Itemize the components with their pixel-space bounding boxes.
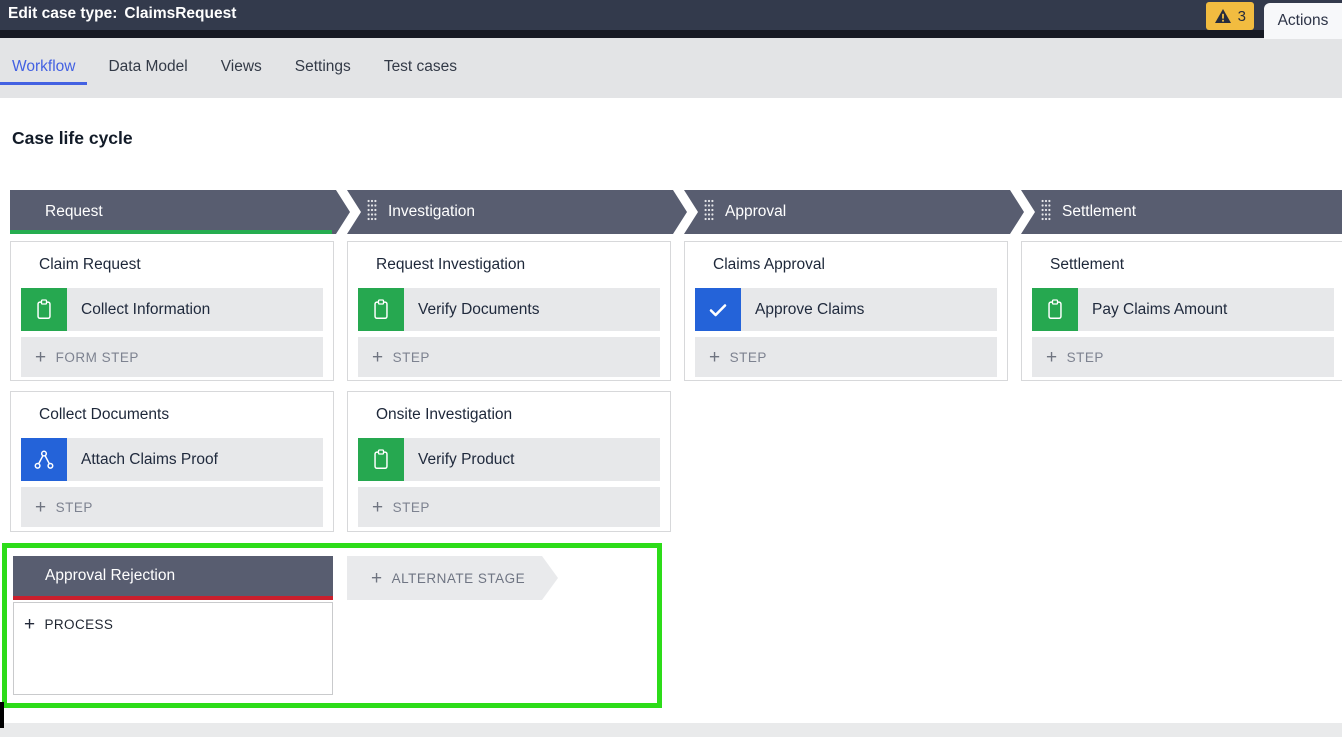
cursor-artifact [0,702,4,728]
case-type-name: ClaimsRequest [124,5,237,22]
edit-case-type-label: Edit case type: [8,5,118,22]
plus-icon: + [1046,346,1058,368]
page-title: Case life cycle [12,128,133,148]
process-title: Claim Request [39,256,141,273]
add-step-label: STEP [55,499,93,515]
process-card-claims-approval: Claims Approval Approve Claims + STEP [684,241,1008,381]
process-card-claim-request: Claim Request Collect Information + FORM… [10,241,334,381]
add-step-button[interactable]: + STEP [358,337,660,377]
process-card-onsite-investigation: Onsite Investigation Verify Product + ST… [347,391,671,532]
add-step-button[interactable]: + STEP [695,337,997,377]
add-process-area[interactable]: + PROCESS [13,602,333,695]
stage-label: Approval Rejection [45,567,176,584]
add-alternate-stage-button[interactable]: + ALTERNATE STAGE [347,556,558,600]
stage-label: Approval [725,203,787,220]
process-title: Onsite Investigation [376,406,513,423]
stage-label: Settlement [1062,203,1137,220]
drag-handle-icon[interactable] [704,199,714,226]
step-label: Approve Claims [755,300,865,318]
add-step-label: STEP [1066,349,1104,365]
alternate-stage-approval-rejection[interactable]: Approval Rejection [13,556,333,600]
stage-investigation[interactable]: Investigation [347,190,687,234]
add-process-label: PROCESS [44,617,114,632]
add-step-button[interactable]: + STEP [358,487,660,527]
plus-icon: + [372,346,384,368]
stage-active-underline [10,230,332,234]
tab-settings[interactable]: Settings [294,58,351,75]
add-step-label: FORM STEP [55,349,139,365]
step-approve-claims[interactable]: Approve Claims [695,288,997,331]
stage-approval[interactable]: Approval [684,190,1024,234]
add-step-button[interactable]: + STEP [1032,337,1334,377]
branch-utility-icon [21,438,67,481]
step-verify-product[interactable]: Verify Product [358,438,660,481]
case-designer-tabbar: Workflow Data Model Views Settings Test … [0,38,1342,98]
add-step-label: STEP [392,349,430,365]
top-header-bar: Edit case type: ClaimsRequest 3 Actions [0,0,1342,39]
horizontal-scrollbar-track[interactable] [0,723,1342,737]
step-label: Attach Claims Proof [81,450,218,468]
plus-icon: + [24,614,36,635]
drag-handle-icon[interactable] [367,199,377,226]
topbar-divider [0,30,1342,38]
plus-icon: + [35,496,47,518]
step-label: Collect Information [81,300,211,318]
clipboard-icon [21,288,67,331]
stage-label: Investigation [388,203,476,220]
clipboard-icon [358,438,404,481]
clipboard-icon [1032,288,1078,331]
add-step-label: STEP [392,499,430,515]
process-title: Collect Documents [39,406,170,423]
step-attach-claims-proof[interactable]: Attach Claims Proof [21,438,323,481]
step-label: Verify Documents [418,300,540,318]
tab-workflow[interactable]: Workflow [0,52,88,85]
stage-label: Request [45,203,103,220]
drag-handle-icon[interactable] [1041,199,1051,226]
step-collect-information[interactable]: Collect Information [21,288,323,331]
step-pay-claims-amount[interactable]: Pay Claims Amount [1032,288,1334,331]
clipboard-icon [358,288,404,331]
process-title: Request Investigation [376,256,526,273]
process-card-collect-documents: Collect Documents Attach Claims Proof + … [10,391,334,532]
process-title: Claims Approval [713,256,825,273]
process-card-settlement: Settlement Pay Claims Amount + STEP [1021,241,1342,381]
plus-icon: + [372,496,384,518]
checkmark-icon [695,288,741,331]
tab-views[interactable]: Views [220,58,262,75]
process-title: Settlement [1050,256,1125,273]
step-label: Pay Claims Amount [1092,300,1228,318]
add-alternate-stage-label: ALTERNATE STAGE [391,570,526,586]
add-step-label: STEP [729,349,767,365]
tab-data-model[interactable]: Data Model [108,58,188,75]
step-verify-documents[interactable]: Verify Documents [358,288,660,331]
add-form-step-button[interactable]: + FORM STEP [21,337,323,377]
add-step-button[interactable]: + STEP [21,487,323,527]
actions-button[interactable]: Actions [1264,3,1342,39]
tab-test-cases[interactable]: Test cases [383,58,458,75]
stage-settlement[interactable]: Settlement [1021,190,1342,234]
plus-icon: + [709,346,721,368]
page-header: Edit case type: ClaimsRequest [8,5,236,23]
process-card-request-investigation: Request Investigation Verify Documents +… [347,241,671,381]
warning-count: 3 [1237,7,1246,25]
step-label: Verify Product [418,450,515,468]
stage-request[interactable]: Request [10,190,350,234]
warning-count-badge[interactable]: 3 [1205,2,1254,30]
warning-triangle-icon [1214,8,1232,24]
plus-icon: + [35,346,47,368]
plus-icon: + [371,567,383,589]
